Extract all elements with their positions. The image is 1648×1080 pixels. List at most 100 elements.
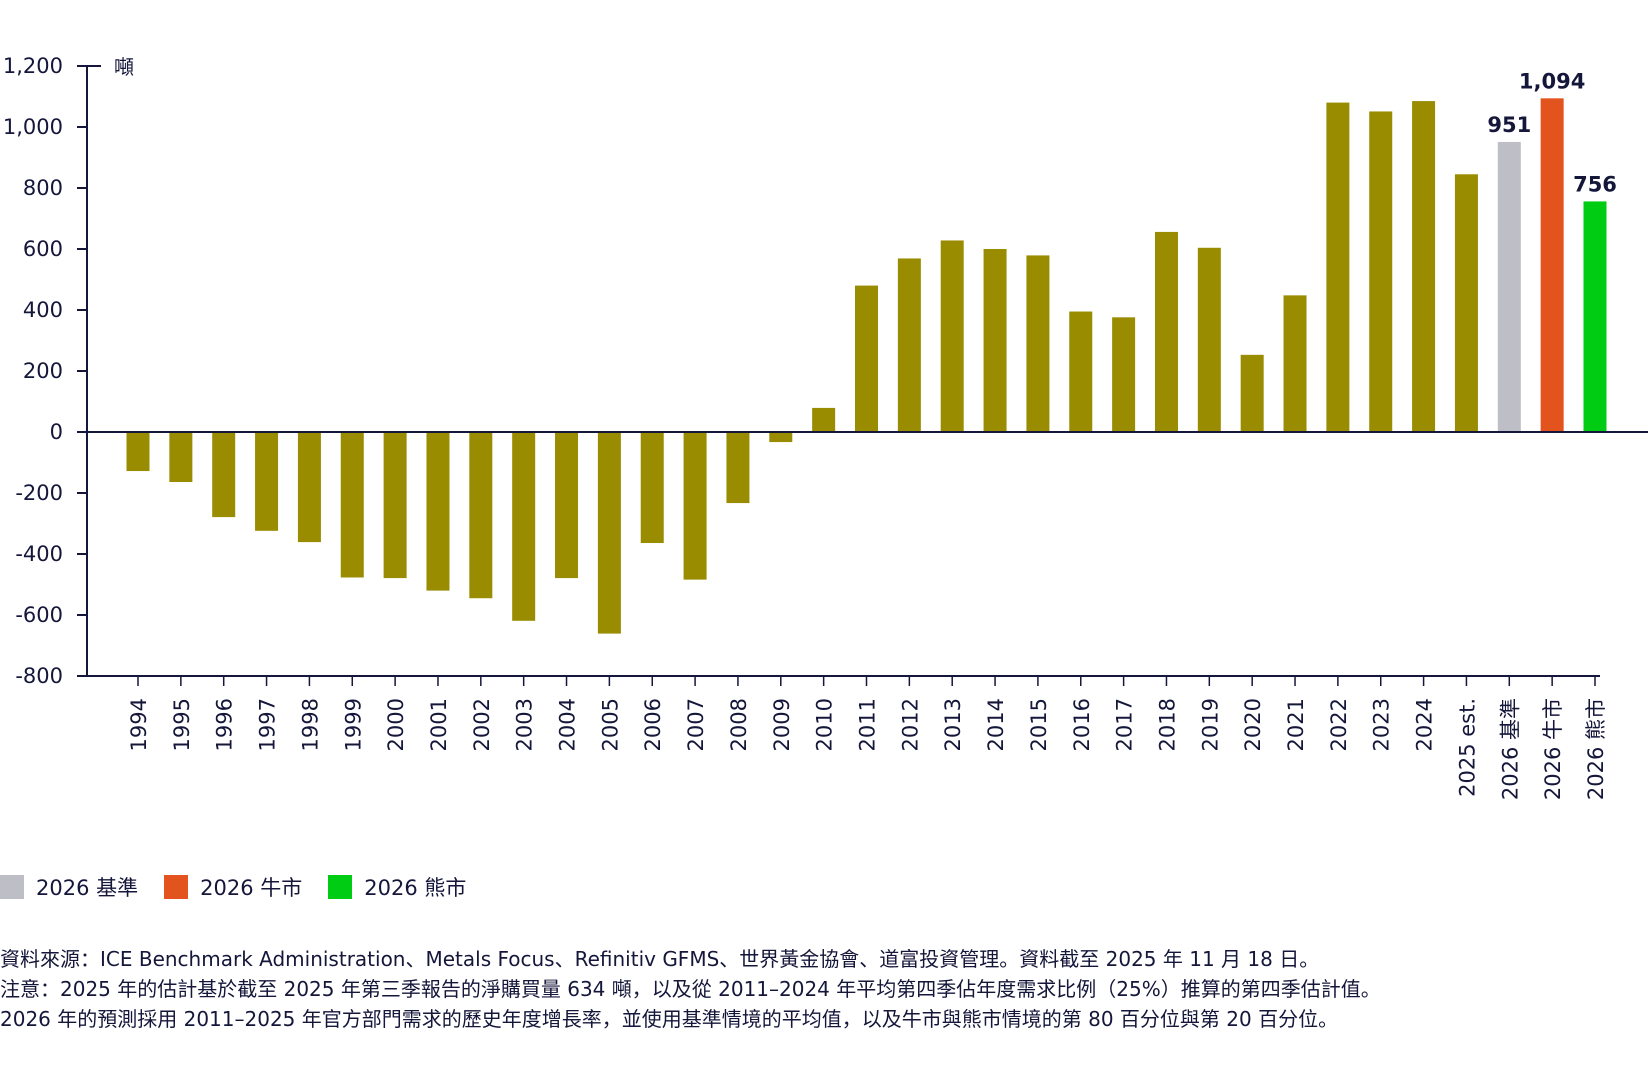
- bar-2016: [1069, 311, 1093, 432]
- y-tick-label: -200: [15, 481, 63, 505]
- legend-label-bear: 2026 熊市: [364, 876, 467, 900]
- bar-chart: 1,2001,0008006004002000-200-400-600-800噸…: [3, 54, 1648, 800]
- y-tick-label: 1,200: [3, 54, 63, 78]
- legend-swatch-bear: [328, 875, 353, 899]
- x-tick-label: 2023: [1370, 698, 1394, 751]
- bar-2023: [1369, 111, 1393, 432]
- bar-2022: [1326, 102, 1350, 432]
- x-tick-label: 2022: [1327, 698, 1351, 751]
- x-tick-label: 1997: [256, 698, 280, 751]
- bar-2020: [1240, 354, 1264, 432]
- bar-2026-牛市: [1540, 98, 1564, 432]
- legend-label-base: 2026 基準: [36, 876, 139, 900]
- y-tick-label: 0: [50, 420, 63, 444]
- legend-swatch-base: [0, 875, 24, 899]
- bar-1999: [340, 432, 364, 578]
- bar-1997: [255, 432, 279, 531]
- forecast-note: 2026 年的預測採用 2011–2025 年官方部門需求的歷史年度增長率，並使…: [0, 1007, 1339, 1031]
- x-tick-label: 1995: [170, 698, 194, 751]
- bar-2024: [1412, 101, 1436, 432]
- x-tick-label: 2012: [898, 698, 922, 751]
- x-tick-label: 2007: [684, 698, 708, 751]
- bar-2009: [769, 432, 793, 443]
- bar-2000: [383, 432, 407, 579]
- y-tick-label: 400: [23, 298, 63, 322]
- x-tick-label: 1999: [341, 698, 365, 751]
- x-tick-label: 2011: [856, 698, 880, 751]
- x-tick-label: 2000: [384, 698, 408, 751]
- bar-2004: [555, 432, 579, 579]
- bar-1998: [297, 432, 321, 543]
- bar-2008: [726, 432, 750, 504]
- y-tick-label: 1,000: [3, 115, 63, 139]
- x-tick-label: 2020: [1241, 698, 1265, 751]
- legend-item-base: 2026 基準: [0, 872, 138, 902]
- x-tick-label: 2026 熊市: [1584, 698, 1608, 800]
- data-label: 951: [1487, 113, 1531, 137]
- x-tick-label: 2002: [470, 698, 494, 751]
- source-note: 資料來源：ICE Benchmark Administration、Metals…: [0, 947, 1320, 971]
- bar-1995: [169, 432, 193, 483]
- x-tick-label: 2019: [1198, 698, 1222, 751]
- x-tick-label: 2025 est.: [1455, 698, 1479, 797]
- y-axis-unit-label: 噸: [114, 55, 134, 79]
- x-tick-label: 2010: [813, 698, 837, 751]
- x-tick-label: 2004: [556, 698, 580, 751]
- bar-1994: [126, 432, 150, 472]
- bar-2006: [640, 432, 664, 544]
- bar-2026-熊市: [1583, 201, 1607, 432]
- bar-2018: [1154, 231, 1178, 432]
- x-tick-label: 2013: [941, 698, 965, 751]
- bar-2001: [426, 432, 450, 591]
- bar-2010: [812, 407, 836, 432]
- bar-2011: [855, 285, 878, 432]
- bar-2015: [1026, 255, 1050, 432]
- y-tick-label: -400: [15, 542, 63, 566]
- x-tick-label: 1994: [127, 698, 151, 751]
- x-tick-label: 1996: [213, 698, 237, 751]
- legend-label-bull: 2026 牛市: [200, 876, 303, 900]
- y-tick-label: 600: [23, 237, 63, 261]
- estimate-note: 注意：2025 年的估計基於截至 2025 年第三季報告的淨購買量 634 噸，…: [0, 977, 1381, 1001]
- x-tick-label: 2015: [1027, 698, 1051, 751]
- y-tick-label: 200: [23, 359, 63, 383]
- footnotes: 資料來源：ICE Benchmark Administration、Metals…: [0, 944, 1381, 1034]
- x-tick-label: 2003: [513, 698, 537, 751]
- bar-2007: [683, 432, 707, 580]
- x-tick-label: 1998: [298, 698, 322, 751]
- legend-swatch-bull: [164, 875, 189, 899]
- bar-2005: [597, 432, 621, 634]
- bar-2013: [940, 240, 964, 432]
- bar-2019: [1197, 247, 1221, 432]
- x-tick-label: 2024: [1413, 698, 1437, 751]
- x-tick-label: 2026 牛市: [1541, 698, 1565, 800]
- legend-item-bull: 2026 牛市: [164, 872, 302, 902]
- x-tick-label: 2008: [727, 698, 751, 751]
- x-tick-label: 2018: [1155, 698, 1179, 751]
- bar-1996: [212, 432, 236, 518]
- bar-2012: [897, 258, 921, 432]
- bar-2017: [1112, 317, 1136, 432]
- bar-2003: [512, 432, 536, 621]
- bar-2014: [983, 249, 1007, 432]
- legend: 2026 基準 2026 牛市 2026 熊市: [0, 872, 466, 902]
- y-tick-label: -800: [15, 664, 63, 688]
- data-label: 1,094: [1519, 69, 1585, 93]
- x-tick-label: 2005: [598, 698, 622, 751]
- y-tick-label: 800: [23, 176, 63, 200]
- bar-2002: [469, 432, 493, 599]
- x-tick-label: 2014: [984, 698, 1008, 751]
- x-tick-label: 2021: [1284, 698, 1308, 751]
- bar-2025-est.: [1454, 174, 1478, 432]
- x-tick-label: 2009: [770, 698, 794, 751]
- bar-2021: [1283, 295, 1307, 432]
- x-tick-label: 2016: [1070, 698, 1094, 751]
- x-tick-label: 2026 基準: [1498, 698, 1522, 800]
- legend-item-bear: 2026 熊市: [328, 872, 466, 902]
- data-label: 756: [1573, 172, 1617, 196]
- x-tick-label: 2006: [641, 698, 665, 751]
- bar-2026-基準: [1497, 141, 1521, 432]
- x-tick-label: 2017: [1113, 698, 1137, 751]
- y-tick-label: -600: [15, 603, 63, 627]
- x-tick-label: 2001: [427, 698, 451, 751]
